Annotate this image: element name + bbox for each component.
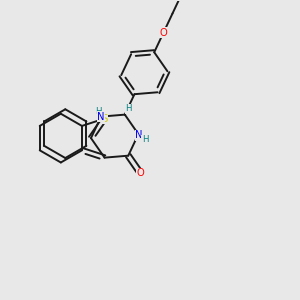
Text: H: H — [142, 135, 148, 144]
Text: O: O — [136, 168, 144, 178]
Text: N: N — [135, 130, 143, 140]
Text: N: N — [98, 112, 105, 122]
Text: H: H — [95, 107, 102, 116]
Text: O: O — [160, 28, 167, 38]
Text: H: H — [125, 104, 132, 113]
Text: S: S — [101, 114, 108, 124]
